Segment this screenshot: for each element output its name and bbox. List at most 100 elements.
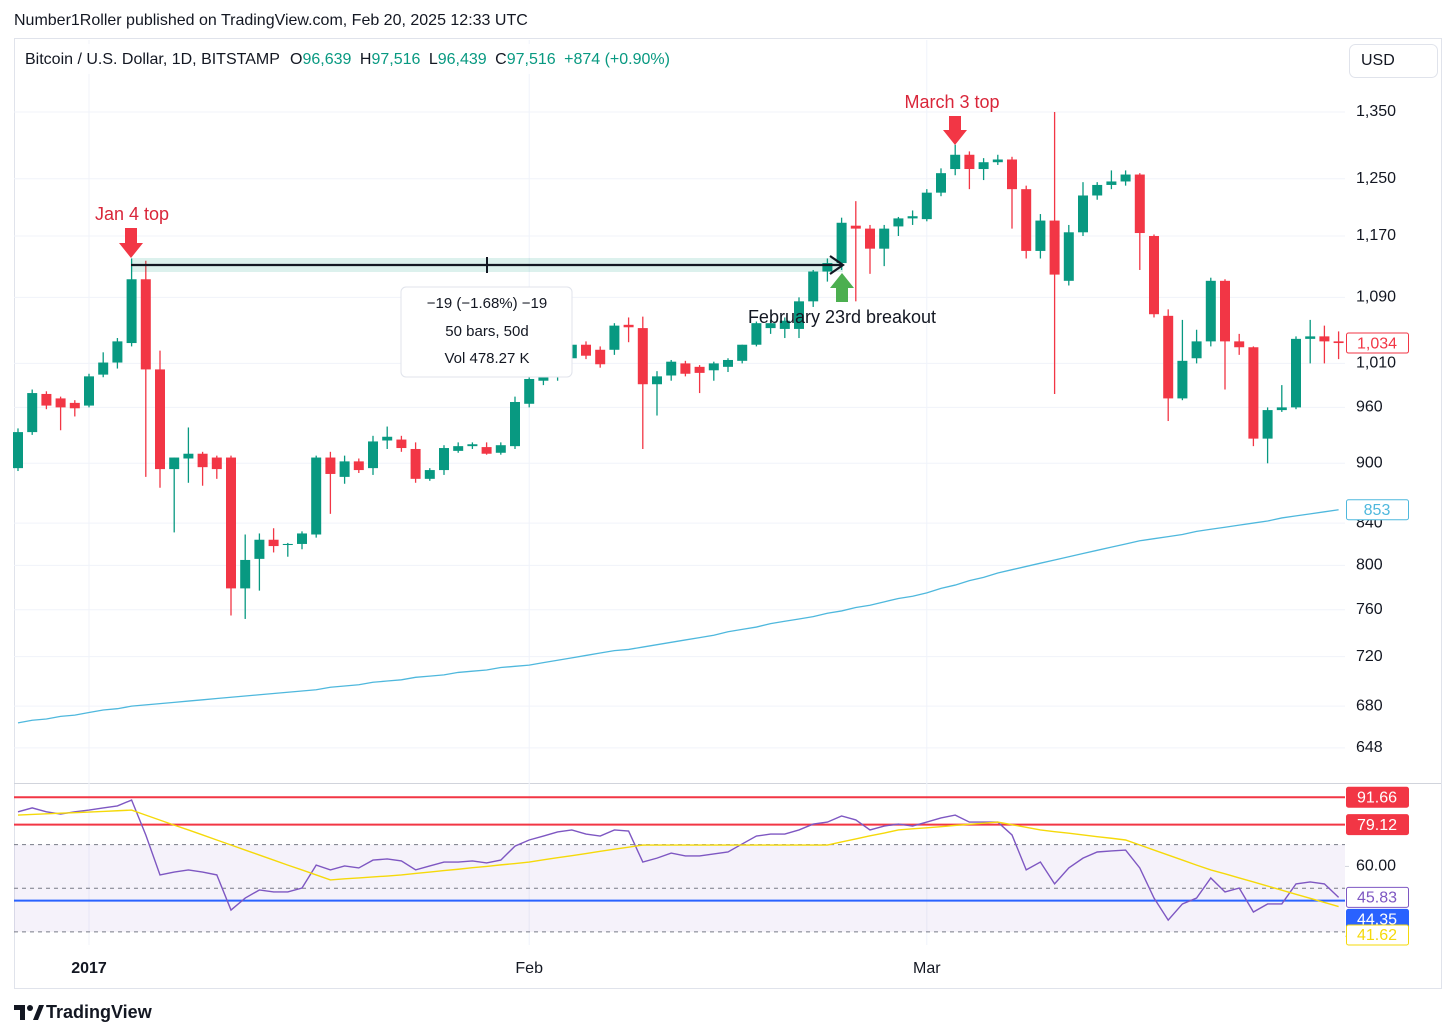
brand: TradingView [46,1002,153,1022]
candle-body [1063,232,1074,281]
ohlc-key: L [429,51,438,68]
candle-body [779,320,790,329]
candle-body [850,225,861,229]
candle-body [1163,315,1174,399]
candle-body [1035,220,1046,251]
price-marker-box [1346,886,1409,908]
candle-body [495,445,506,453]
candle-body [453,446,464,451]
candle-body [240,559,251,589]
currency[interactable]: USD [1361,52,1395,69]
measure-bars: 50 bars, 50d [445,323,528,340]
candle-body [112,341,123,363]
annotations: Jan 4 top March 3 top February 23rd brea… [95,92,1000,327]
march-top-arrow [943,116,967,145]
candle-body [794,301,804,329]
moving-average [17,509,1339,724]
march-top-label: March 3 top [904,92,999,112]
currency-button[interactable] [1349,44,1438,78]
chart-frame [14,38,1442,989]
candle-body [737,344,748,361]
candle-body [1333,341,1344,344]
candle-body [27,393,38,433]
candle-body [609,325,620,350]
y-tick-label: 60.00 [1356,858,1396,875]
candle-body [424,470,435,479]
price-marker-box [1346,786,1409,808]
price-marker-label: 41.62 [1357,927,1397,944]
candle-body [169,457,180,470]
x-tick-label: 2017 [71,960,107,977]
candle-body [467,444,478,447]
breakout-arrow [830,273,854,302]
measure-tool: −19 (−1.68%) −19 50 bars, 50d Vol 478.27… [131,255,845,378]
price-marker-label: 91.66 [1357,790,1397,807]
candle-body [978,162,989,170]
candle-body [950,154,961,170]
candle-body [297,533,307,544]
logo-dot [27,1005,33,1011]
candle-body [637,328,648,385]
price-marker-label: 45.83 [1357,890,1397,907]
candle-body [680,363,691,374]
legend-backdrop [16,44,736,74]
candle-body [1134,174,1145,234]
y-tick-label: 1,010 [1356,355,1396,372]
x-tick-label: Feb [515,960,543,977]
candle-body [282,543,293,546]
candle-body [1049,220,1060,275]
candle-body [13,432,23,469]
measure-change: −19 (−1.68%) −19 [427,295,548,312]
candle-body [694,366,705,373]
candle-body [907,216,918,219]
candle-body [1276,407,1287,411]
candle-body [1120,174,1131,182]
symbol: Bitcoin / U.S. Dollar, 1D, BITSTAMP [25,51,280,68]
candle-body [1291,338,1301,408]
jan-top-label: Jan 4 top [95,204,169,224]
candle-body [865,228,875,249]
candle-body [140,279,151,370]
candle-body [84,376,94,406]
ohlc-value: 97,516 [371,51,420,68]
y-tick-label: 1,350 [1356,103,1396,120]
price-marker-label: 1,034 [1357,335,1397,352]
candle-body [339,461,350,477]
candle-body [55,398,66,408]
candle-body [268,539,279,547]
candle-body [524,378,535,404]
ohlc-key: H [360,51,372,68]
y-tick-label: 648 [1356,739,1383,756]
y-tick-label: 760 [1356,601,1383,618]
price-marker-box [1346,499,1409,521]
y-tick-label: 1,250 [1356,170,1396,187]
jan-top-arrow [119,228,143,258]
breakout-label: February 23rd breakout [748,307,936,327]
candle-body [1106,181,1117,185]
price-marker-box [1346,924,1409,946]
candle-body [822,263,833,272]
candle-body [211,457,222,470]
candle-body [69,402,80,409]
plot-area [13,112,1345,922]
candle-body [1205,280,1216,342]
price-marker-label: 44.35 [1357,912,1397,929]
candle-body [254,539,265,559]
candle-body [808,271,819,302]
candle-body [183,453,194,459]
candle-body [155,369,165,470]
x-tick-label: Mar [913,960,941,977]
candle-body [538,376,549,381]
candle-body [1220,280,1230,342]
candle-body [1007,159,1017,190]
candle-body [126,279,137,344]
logo-slash [33,1005,44,1020]
candle-body [1078,195,1088,233]
candle-body [197,453,208,468]
candle-body [41,393,52,406]
candle-body [98,362,109,375]
